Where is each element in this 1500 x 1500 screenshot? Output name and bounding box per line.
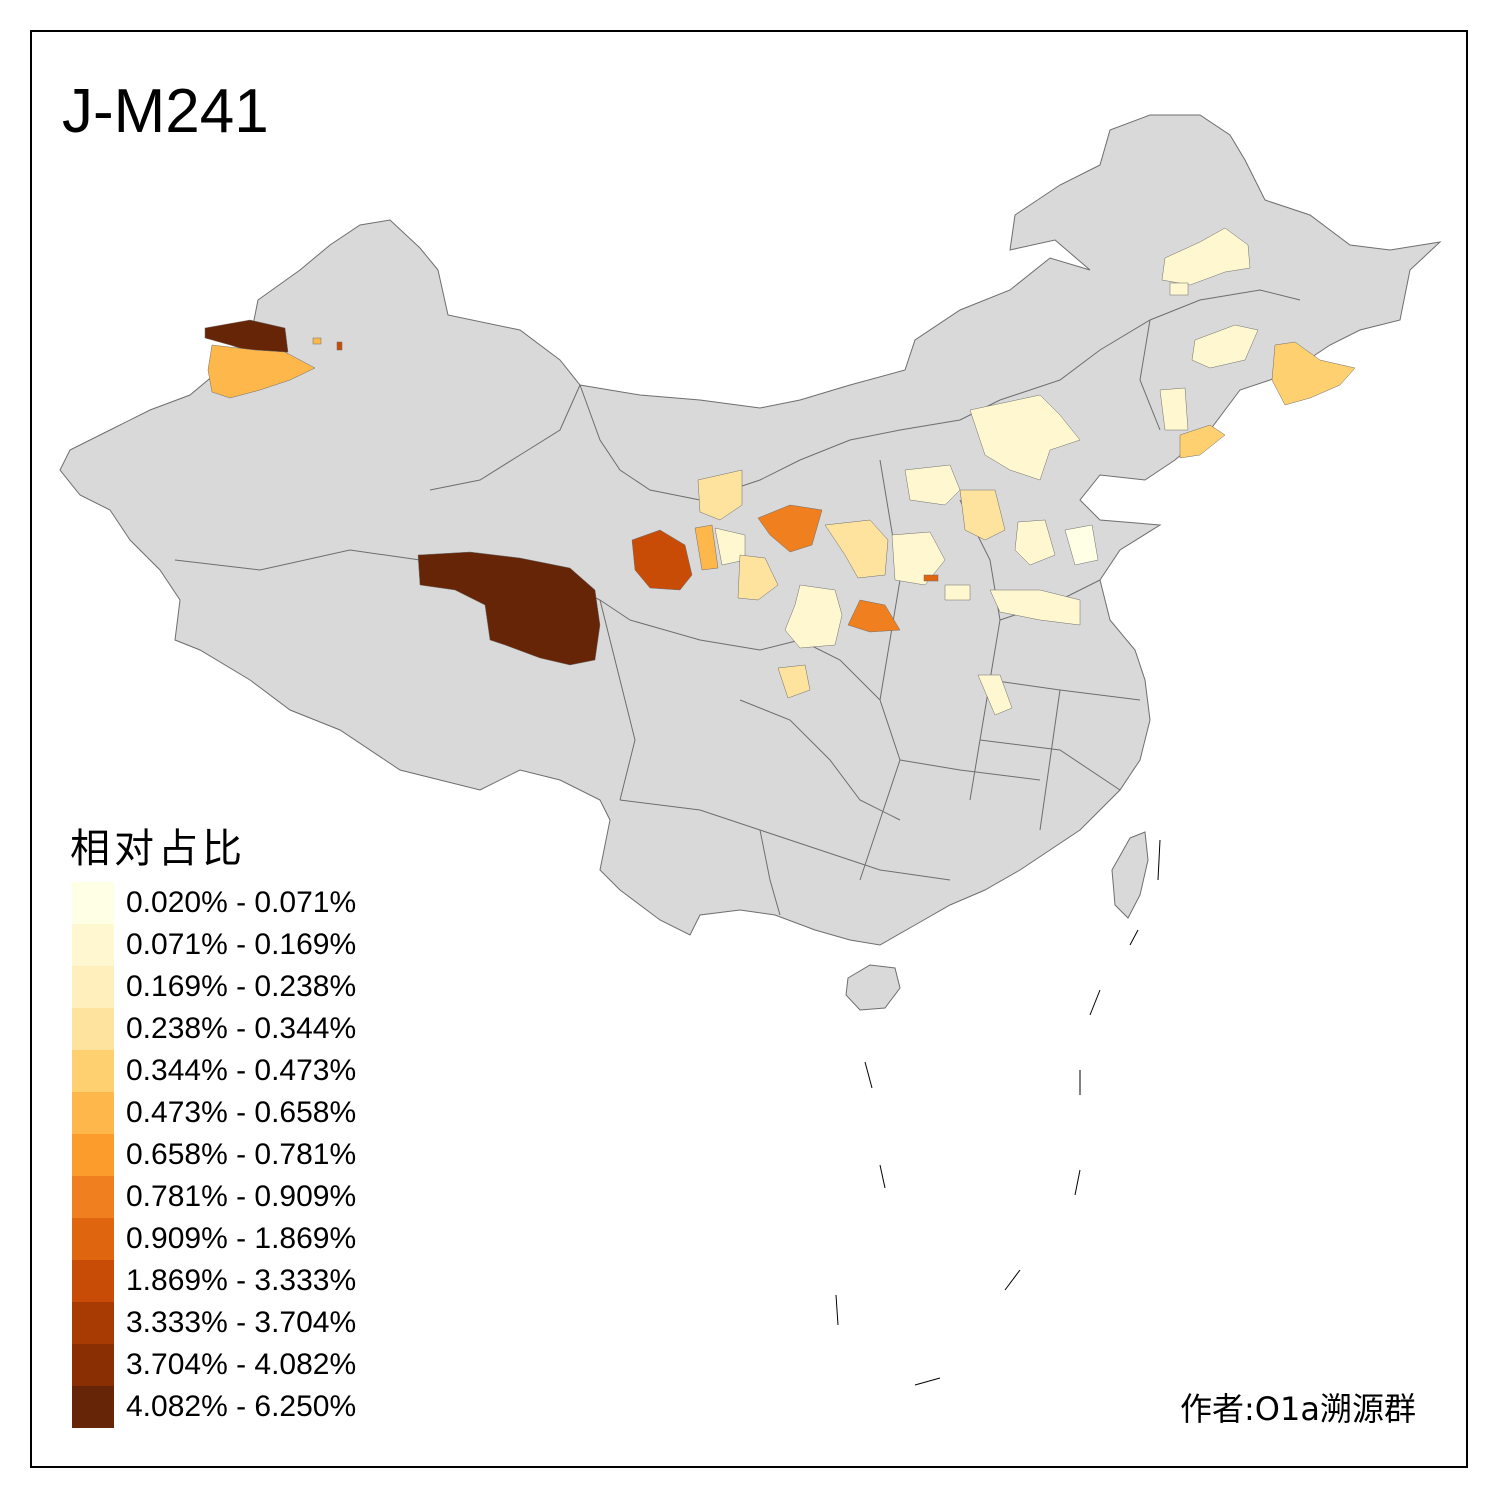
legend-item: 4.082% - 6.250%: [72, 1386, 432, 1428]
legend-label: 3.704% - 4.082%: [126, 1348, 357, 1381]
legend-label: 4.082% - 6.250%: [126, 1390, 357, 1423]
region-gansu-a: [697, 469, 743, 521]
region-jiangsu-a: [989, 589, 1081, 626]
region-small-d: [1169, 282, 1189, 296]
legend-label: 0.169% - 0.238%: [126, 970, 357, 1003]
legend-label: 0.344% - 0.473%: [126, 1054, 357, 1087]
legend-item: 1.869% - 3.333%: [72, 1260, 432, 1302]
region-sichuan-s: [777, 664, 811, 699]
legend-item: 0.020% - 0.071%: [72, 882, 432, 924]
legend-item: 0.169% - 0.238%: [72, 966, 432, 1008]
legend-swatch: [72, 1218, 114, 1260]
region-inner-mongolia: [904, 464, 961, 506]
region-gansu-b: [694, 524, 719, 571]
legend-item: 0.473% - 0.658%: [72, 1092, 432, 1134]
legend-swatch: [72, 1092, 114, 1134]
legend-label: 0.909% - 1.869%: [126, 1222, 357, 1255]
region-henan-w: [944, 584, 971, 601]
legend-item: 0.781% - 0.909%: [72, 1176, 432, 1218]
region-hubei: [977, 674, 1013, 716]
data-regions: [204, 227, 1356, 716]
region-heilongjiang: [1161, 227, 1251, 286]
region-sichuan-n: [784, 584, 843, 649]
china-mainland: [59, 114, 1442, 946]
legend-item: 0.071% - 0.169%: [72, 924, 432, 966]
region-shaanxi-s: [847, 599, 901, 633]
legend-label: 0.020% - 0.071%: [126, 886, 357, 919]
legend-item: 0.909% - 1.869%: [72, 1218, 432, 1260]
region-shanxi-n: [959, 489, 1006, 541]
legend-label: 0.781% - 0.909%: [126, 1180, 357, 1213]
region-small-b: [336, 341, 343, 351]
map-title: J-M241: [62, 77, 269, 146]
legend-title: 相对占比: [70, 826, 246, 872]
region-hebei: [969, 394, 1081, 481]
region-shandong: [1064, 524, 1099, 566]
legend-item: 0.344% - 0.473%: [72, 1050, 432, 1092]
legend-swatch: [72, 1302, 114, 1344]
region-hebei-s: [1014, 519, 1056, 566]
region-ningxia: [757, 504, 823, 553]
region-gansu-d: [737, 554, 779, 601]
legend-item: 3.704% - 4.082%: [72, 1344, 432, 1386]
legend-item: 0.238% - 0.344%: [72, 1008, 432, 1050]
region-jilin-e: [1271, 341, 1356, 406]
south-china-sea-islands: [835, 839, 1161, 1386]
legend-swatch: [72, 966, 114, 1008]
taiwan-island: [1111, 831, 1149, 919]
region-tibet-north: [417, 551, 601, 666]
legend-swatch: [72, 1176, 114, 1218]
region-shaanxi-n: [824, 519, 889, 579]
legend-swatch: [72, 1386, 114, 1428]
legend-label: 3.333% - 3.704%: [126, 1306, 357, 1339]
legend-label: 0.071% - 0.169%: [126, 928, 357, 961]
legend-swatch: [72, 1344, 114, 1386]
region-small-a: [312, 337, 322, 345]
legend-label: 0.473% - 0.658%: [126, 1096, 357, 1129]
map-frame: [30, 30, 1468, 1468]
legend-swatch: [72, 1008, 114, 1050]
region-liaoning: [1159, 387, 1189, 431]
legend-item: 0.658% - 0.781%: [72, 1134, 432, 1176]
region-jilin: [1191, 324, 1259, 369]
legend-swatch: [72, 924, 114, 966]
region-liaoning-s: [1179, 424, 1226, 459]
region-ili: [207, 344, 316, 399]
legend-swatch: [72, 882, 114, 924]
legend-swatch: [72, 1050, 114, 1092]
legend-label: 0.658% - 0.781%: [126, 1138, 357, 1171]
hainan-island: [845, 964, 901, 1011]
region-small-c: [923, 574, 939, 582]
legend: 0.020% - 0.071% 0.071% - 0.169% 0.169% -…: [72, 882, 432, 1428]
author-credit: 作者:O1a溯源群: [1180, 1390, 1416, 1428]
legend-item: 3.333% - 3.704%: [72, 1302, 432, 1344]
legend-label: 1.869% - 3.333%: [126, 1264, 357, 1297]
legend-swatch: [72, 1260, 114, 1302]
legend-swatch: [72, 1134, 114, 1176]
region-shanxi: [891, 531, 946, 586]
region-qinghai-a: [631, 529, 693, 591]
legend-label: 0.238% - 0.344%: [126, 1012, 357, 1045]
